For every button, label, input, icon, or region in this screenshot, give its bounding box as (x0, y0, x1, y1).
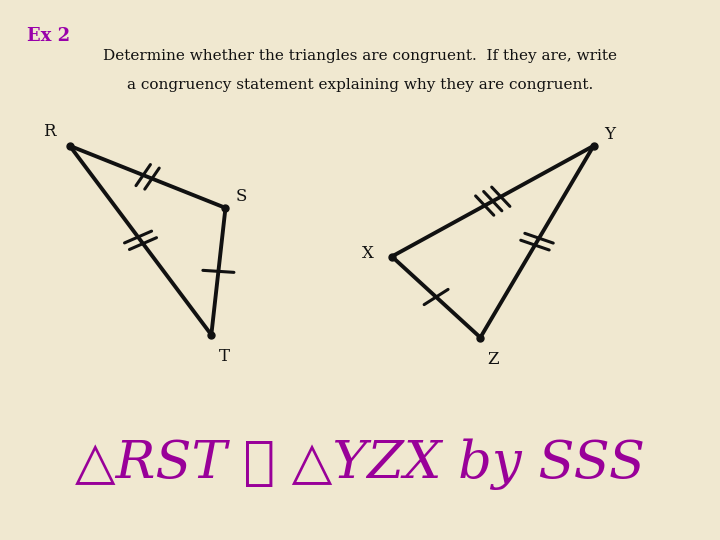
Text: X: X (362, 245, 374, 262)
Text: Determine whether the triangles are congruent.  If they are, write: Determine whether the triangles are cong… (103, 49, 617, 63)
Text: Y: Y (604, 126, 616, 143)
Text: S: S (236, 188, 248, 205)
Text: R: R (43, 124, 55, 140)
Text: a congruency statement explaining why they are congruent.: a congruency statement explaining why th… (127, 78, 593, 92)
Text: Ex 2: Ex 2 (27, 27, 71, 45)
Text: T: T (218, 348, 230, 365)
Text: Z: Z (487, 351, 499, 368)
Text: △RST ≅ △YZX by SSS: △RST ≅ △YZX by SSS (75, 438, 645, 490)
